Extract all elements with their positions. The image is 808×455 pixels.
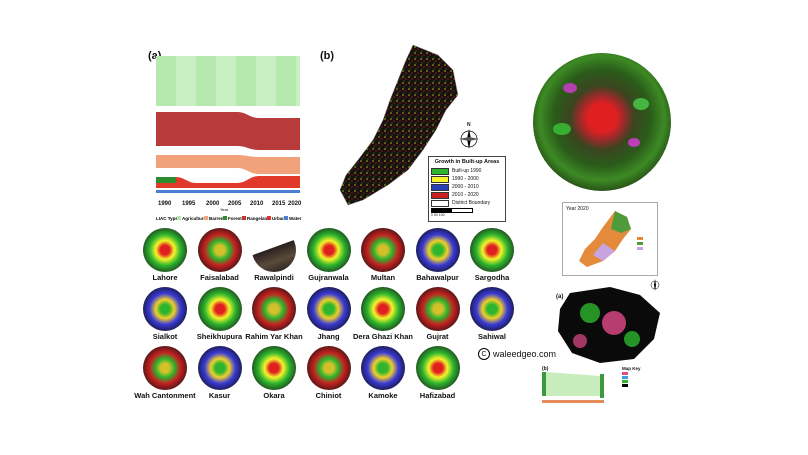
growth-legend: Growth in Built-up Areas Built-up 1990 1…	[428, 156, 506, 222]
sankey-small-label: (b)	[542, 366, 549, 372]
legend-2000-2010: 2000 - 2010	[452, 184, 479, 190]
district-map	[550, 283, 665, 365]
city-label: Rahim Yar Khan	[245, 332, 303, 341]
legend-barren: Barren	[209, 216, 224, 221]
city-label: Rawalpindi	[254, 273, 294, 282]
city-label: Multan	[370, 273, 396, 282]
city-map-dera-ghazi-khan	[361, 287, 405, 331]
year-tick: 2020	[288, 201, 302, 207]
city-label: Chiniot	[315, 391, 342, 400]
barren-band	[156, 155, 300, 174]
map-key: Map Key	[622, 366, 670, 404]
city-label: Sheikhupura	[196, 332, 243, 341]
city-map-kamoke	[361, 346, 405, 390]
forest-band	[156, 177, 176, 183]
legend-title: LIAC Type	[156, 216, 178, 221]
city-map-sheikhupura	[197, 287, 242, 331]
year-tick: 2005	[228, 201, 242, 207]
urban-band	[156, 176, 300, 188]
city-map-okara	[252, 346, 296, 390]
water-band	[156, 190, 300, 193]
year-tick: 2010	[250, 201, 264, 207]
inset-map: Year 2020	[562, 202, 658, 276]
lahore-zoom-map	[533, 53, 671, 191]
city-label: Gujrat	[426, 332, 449, 341]
legend-builtup-1990: Built-up 1990	[452, 168, 482, 174]
punjab-province-shape	[340, 45, 458, 205]
legend-1990-2000: 1990 - 2000	[452, 176, 479, 182]
lulc-alluvial-chart: 1990 1995 2000 2005 2010 2015 2020 Year …	[148, 50, 308, 221]
city-map-wah-cantonment	[143, 346, 187, 390]
city-map-faisalabad	[197, 228, 242, 272]
city-map-gujranwala	[306, 228, 351, 272]
punjab-builtup-map	[318, 40, 498, 220]
city-map-gujrat	[415, 287, 460, 331]
scale-bar	[431, 208, 473, 213]
alluvial-svg: 1990 1995 2000 2005 2010 2015 2020 Year …	[156, 56, 302, 221]
map-key-title: Map Key	[622, 366, 641, 371]
city-map-chiniot	[306, 346, 351, 390]
small-north-arrow-icon	[650, 278, 660, 291]
city-label: Sargodha	[474, 273, 510, 282]
city-map-sahiwal	[470, 287, 514, 331]
city-label: Wah Cantonment	[134, 391, 196, 400]
watermark: C waleedgeo.com	[478, 348, 556, 360]
city-label: Faisalabad	[200, 273, 239, 282]
copyright-icon: C	[478, 348, 490, 360]
legend-water: Water	[289, 216, 302, 221]
city-map-lahore	[143, 228, 187, 272]
city-map-sargodha	[470, 228, 514, 272]
legend-2010-2020: 2010 - 2020	[452, 192, 479, 198]
year-tick: 2000	[206, 201, 220, 207]
city-label: Lahore	[152, 273, 178, 282]
city-map-rahim-yar-khan	[252, 287, 296, 331]
legend-rangeland: Rangeland	[247, 216, 270, 221]
panel-b-label: (b)	[320, 50, 335, 62]
inset-year-label: Year 2020	[566, 206, 589, 212]
city-label: Kamoke	[368, 391, 398, 400]
city-label: Bahawalpur	[416, 273, 459, 282]
year-tick: 2015	[272, 201, 286, 207]
sankey-small	[540, 366, 612, 408]
district-panel-label: (a)	[556, 294, 564, 300]
city-map-rawalpindi	[252, 228, 296, 272]
city-map-multan	[361, 228, 405, 272]
watermark-text: waleedgeo.com	[493, 349, 557, 359]
city-label: Sialkot	[152, 332, 178, 341]
north-arrow: N	[458, 122, 480, 150]
city-map-sialkot	[143, 287, 187, 331]
city-label: Hafizabad	[419, 391, 456, 400]
city-label: Gujranwala	[308, 273, 349, 282]
year-tick: 1995	[182, 201, 196, 207]
legend-forest: Forest	[228, 216, 242, 221]
city-map-kasur	[197, 346, 242, 390]
city-label: Jhang	[317, 332, 340, 341]
city-label: Okara	[263, 391, 285, 400]
city-label: Sahiwal	[478, 332, 506, 341]
growth-legend-title: Growth in Built-up Areas	[434, 159, 500, 165]
x-axis-title: Year	[220, 207, 229, 212]
city-map-jhang	[306, 287, 351, 331]
legend-urban: Urban	[272, 216, 285, 221]
city-map-hafizabad	[415, 346, 460, 390]
north-label: N	[467, 122, 471, 128]
city-label: Dera Ghazi Khan	[352, 332, 413, 341]
rangeland-band	[156, 112, 300, 150]
city-map-bahawalpur	[415, 228, 460, 272]
year-tick: 1990	[158, 201, 172, 207]
legend-district-boundary: District Boundary	[452, 200, 491, 206]
city-label: Kasur	[208, 391, 231, 400]
scale-label: 0 50 100	[431, 213, 445, 217]
legend-agriculture: Agriculture	[182, 216, 207, 221]
